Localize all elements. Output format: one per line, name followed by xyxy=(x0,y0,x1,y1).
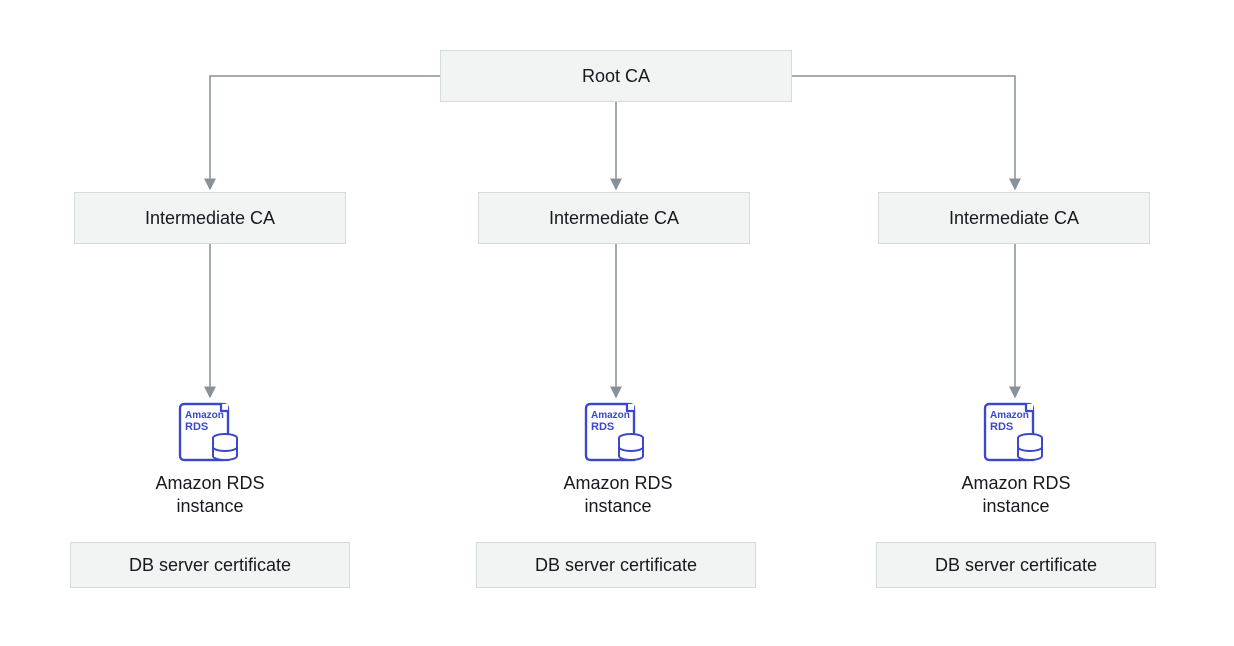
instance-caption: Amazon RDSinstance xyxy=(946,472,1086,522)
intermediate-ca-label: Intermediate CA xyxy=(145,208,275,229)
svg-text:Amazon: Amazon xyxy=(591,410,630,421)
amazon-rds-icon: Amazon RDS xyxy=(983,400,1047,464)
instance-caption: Amazon RDSinstance xyxy=(140,472,280,522)
svg-text:Amazon: Amazon xyxy=(990,410,1029,421)
db-server-certificate-box: DB server certificate xyxy=(70,542,350,588)
db-server-certificate-box: DB server certificate xyxy=(476,542,756,588)
intermediate-ca-box: Intermediate CA xyxy=(478,192,750,244)
root-ca-box: Root CA xyxy=(440,50,792,102)
instance-caption: Amazon RDSinstance xyxy=(548,472,688,522)
svg-text:RDS: RDS xyxy=(591,421,614,433)
db-server-certificate-label: DB server certificate xyxy=(535,555,697,576)
db-server-certificate-label: DB server certificate xyxy=(129,555,291,576)
root-ca-label: Root CA xyxy=(582,66,650,87)
intermediate-ca-label: Intermediate CA xyxy=(549,208,679,229)
svg-text:RDS: RDS xyxy=(185,421,208,433)
amazon-rds-icon: Amazon RDS xyxy=(584,400,648,464)
diagram-canvas: Root CA Intermediate CA Intermediate CA … xyxy=(0,0,1234,646)
svg-text:RDS: RDS xyxy=(990,421,1013,433)
intermediate-ca-box: Intermediate CA xyxy=(878,192,1150,244)
db-server-certificate-label: DB server certificate xyxy=(935,555,1097,576)
intermediate-ca-label: Intermediate CA xyxy=(949,208,1079,229)
db-server-certificate-box: DB server certificate xyxy=(876,542,1156,588)
svg-text:Amazon: Amazon xyxy=(185,410,224,421)
intermediate-ca-box: Intermediate CA xyxy=(74,192,346,244)
amazon-rds-icon: Amazon RDS xyxy=(178,400,242,464)
